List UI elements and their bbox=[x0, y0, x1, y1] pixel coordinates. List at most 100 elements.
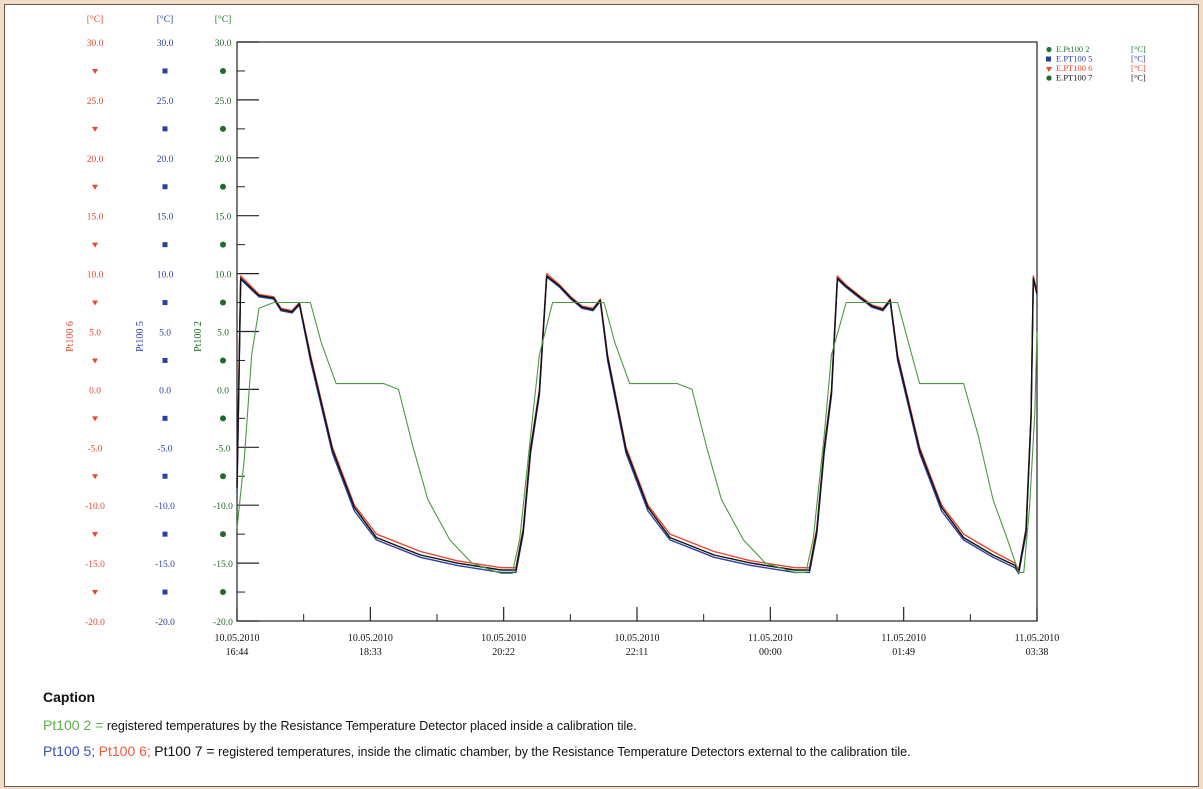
caption-line-2: Pt100 5; Pt100 6; Pt100 7 = registered t… bbox=[43, 743, 911, 759]
series-line-e-pt100-7 bbox=[236, 275, 1038, 572]
legend-label: E.PT100 6 bbox=[1056, 63, 1092, 73]
y-tick-label: 10.0 bbox=[215, 271, 232, 281]
y-axis-marker bbox=[92, 242, 98, 248]
y-axis-marker bbox=[220, 357, 226, 364]
y-axis-marker bbox=[162, 473, 168, 479]
y-axis-marker bbox=[220, 299, 226, 306]
y-axis-marker bbox=[92, 532, 98, 538]
x-tick-label-time: 18:33 bbox=[359, 647, 382, 658]
y-axis-marker bbox=[220, 473, 226, 480]
x-tick-label-time: 22:11 bbox=[626, 647, 648, 658]
y-tick-label: -5.0 bbox=[87, 444, 102, 454]
y-axis-marker bbox=[220, 241, 226, 248]
y-axis-marker bbox=[220, 67, 226, 74]
x-tick-label-date: 10.05.2010 bbox=[215, 633, 260, 644]
y-tick-label: 5.0 bbox=[159, 329, 171, 339]
legend-unit: [°C] bbox=[1131, 73, 1146, 83]
caption-label-pt100-7: Pt100 7 = bbox=[154, 743, 215, 759]
y-axis-marker bbox=[162, 300, 168, 306]
x-tick-label-time: 16:44 bbox=[226, 647, 249, 658]
legend-marker bbox=[1046, 46, 1052, 53]
y-axis-marker bbox=[92, 184, 98, 190]
x-tick-label-time: 03:38 bbox=[1026, 647, 1049, 658]
y-tick-label: -15.0 bbox=[85, 560, 105, 570]
y-axis-marker bbox=[92, 358, 98, 364]
y-tick-label: 10.0 bbox=[157, 271, 174, 281]
y-tick-label: 25.0 bbox=[87, 97, 104, 107]
y-axis-marker bbox=[220, 531, 226, 538]
y-axis-unit: [°C] bbox=[215, 14, 231, 25]
x-tick-label-time: 01:49 bbox=[892, 647, 915, 658]
caption-label-pt100-5: Pt100 5; bbox=[43, 743, 96, 759]
y-tick-label: 15.0 bbox=[157, 213, 174, 223]
y-axis-marker bbox=[162, 415, 168, 421]
y-tick-label: 0.0 bbox=[217, 386, 229, 396]
x-tick-label-date: 11.05.2010 bbox=[1015, 633, 1060, 644]
y-axis-marker bbox=[162, 357, 168, 363]
y-tick-label: -15.0 bbox=[213, 560, 233, 570]
y-tick-label: 30.0 bbox=[157, 39, 174, 49]
y-tick-label: 0.0 bbox=[159, 386, 171, 396]
y-axis-title: Pt100 6 bbox=[65, 321, 76, 352]
y-axis-unit: [°C] bbox=[157, 14, 173, 25]
y-tick-label: 0.0 bbox=[89, 386, 101, 396]
legend-label: E.Pt100 2 bbox=[1056, 44, 1090, 54]
temperature-chart: [°C] 30.0 25.0 20.0 15.0 10.0 5.0 0.0 -5.0 -10.0 -… bbox=[65, 14, 1146, 658]
y-tick-label: -20.0 bbox=[85, 618, 105, 628]
x-tick-label-time: 00:00 bbox=[759, 647, 782, 658]
y-axis-title: Pt100 5 bbox=[135, 321, 146, 352]
y-tick-label: -15.0 bbox=[155, 560, 175, 570]
y-axis-title: Pt100 2 bbox=[193, 321, 204, 352]
caption-text-2: registered temperatures, inside the clim… bbox=[218, 745, 911, 759]
y-axis-marker bbox=[162, 242, 168, 248]
caption-label-pt100-2: Pt100 2 = bbox=[43, 717, 104, 733]
y-tick-label: 5.0 bbox=[89, 329, 101, 339]
legend-label: E.PT100 7 bbox=[1056, 73, 1092, 83]
y-axis-marker bbox=[162, 68, 168, 74]
y-tick-label: -10.0 bbox=[155, 502, 175, 512]
y-axis-marker bbox=[92, 68, 98, 74]
y-tick-label: 25.0 bbox=[157, 97, 174, 107]
caption-label-pt100-6: Pt100 6; bbox=[98, 743, 151, 759]
series-line-e-pt100-6 bbox=[236, 272, 1038, 571]
y-tick-label: -5.0 bbox=[157, 444, 172, 454]
x-tick-label-date: 10.05.2010 bbox=[481, 633, 526, 644]
y-axis-marker bbox=[92, 126, 98, 132]
y-tick-label: 20.0 bbox=[215, 155, 232, 165]
legend-unit: [°C] bbox=[1131, 63, 1146, 73]
series-line-e-pt100-2 bbox=[236, 301, 1038, 575]
y-tick-label: 15.0 bbox=[87, 213, 104, 223]
y-tick-label: 30.0 bbox=[87, 39, 104, 49]
caption-title: Caption bbox=[43, 689, 96, 705]
plot-area bbox=[236, 41, 1038, 622]
y-axis-marker bbox=[220, 183, 226, 190]
y-axis-marker bbox=[220, 589, 226, 596]
y-axis-marker bbox=[162, 184, 168, 190]
y-tick-label: -20.0 bbox=[155, 618, 175, 628]
figure-frame: [°C] 30.0 25.0 20.0 15.0 10.0 5.0 0.0 -5.0 -10.0 -… bbox=[4, 4, 1199, 787]
legend-unit: [°C] bbox=[1131, 44, 1146, 54]
legend-marker bbox=[1046, 75, 1052, 81]
caption-text-1: registered temperatures by the Resistanc… bbox=[106, 719, 637, 733]
y-tick-label: 25.0 bbox=[215, 97, 232, 107]
y-tick-label: 20.0 bbox=[87, 155, 104, 165]
caption-line-1: Pt100 2 = registered temperatures by the… bbox=[43, 717, 637, 733]
y-axis-marker bbox=[162, 531, 168, 537]
series-line-e-pt100-5 bbox=[236, 276, 1038, 575]
x-tick-label-time: 20:22 bbox=[492, 647, 515, 658]
x-tick-label-date: 11.05.2010 bbox=[881, 633, 926, 644]
y-axis-marker bbox=[92, 416, 98, 422]
legend-unit: [°C] bbox=[1131, 54, 1146, 64]
y-tick-label: 5.0 bbox=[217, 329, 229, 339]
legend-label: E.PT100 5 bbox=[1056, 54, 1092, 64]
y-axis-marker bbox=[220, 415, 226, 422]
y-tick-label: 30.0 bbox=[215, 39, 232, 49]
y-axis-marker bbox=[92, 474, 98, 480]
x-tick-label-date: 11.05.2010 bbox=[748, 633, 793, 644]
legend-marker bbox=[1046, 56, 1051, 62]
y-tick-label: -5.0 bbox=[215, 444, 230, 454]
y-axis-unit: [°C] bbox=[87, 14, 103, 25]
y-tick-label: -20.0 bbox=[213, 618, 233, 628]
x-tick-label-date: 10.05.2010 bbox=[348, 633, 393, 644]
y-axis-marker bbox=[92, 590, 98, 596]
